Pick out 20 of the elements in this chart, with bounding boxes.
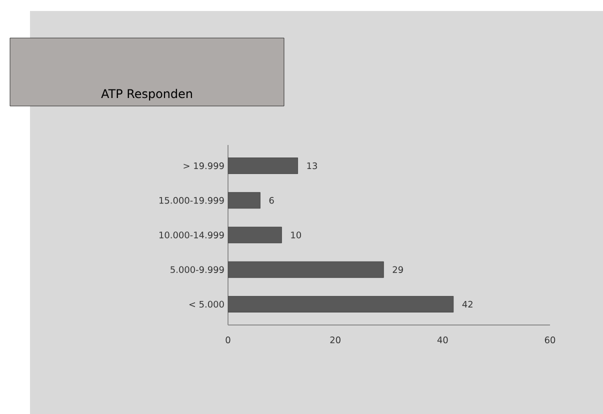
chart-title: ATP Responden [101, 88, 192, 100]
y-tick-label: > 19.999 [184, 162, 224, 170]
bar [228, 192, 260, 209]
y-tick-label: 10.000-14.999 [159, 232, 224, 238]
bar [228, 158, 298, 174]
x-tick-label: 40 [437, 336, 448, 344]
bar [228, 261, 384, 278]
x-tick-label: 0 [226, 336, 230, 344]
data-label: 29 [392, 266, 403, 274]
data-label: 6 [269, 196, 274, 204]
data-label: 42 [462, 300, 472, 308]
x-tick-label: 20 [330, 336, 340, 344]
data-label: 13 [307, 162, 317, 170]
y-tick-label: < 5.000 [189, 300, 224, 308]
y-tick-label: 5.000-9.999 [170, 266, 224, 274]
x-tick-label: 60 [544, 336, 556, 344]
bar [228, 226, 282, 244]
data-label: 10 [291, 232, 302, 238]
y-tick-label: 15.000-19.999 [159, 196, 224, 204]
bar [228, 296, 454, 312]
